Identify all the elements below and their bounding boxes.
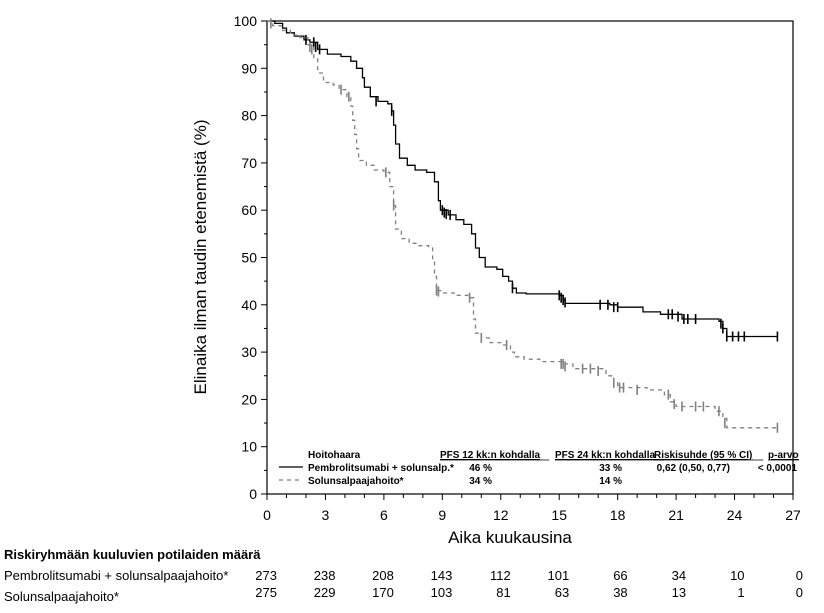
legend: Hoitohaara PFS 12 kk:n kohdalla PFS 24 kk:… bbox=[279, 450, 800, 487]
x-axis-title: Aika kuukausina bbox=[448, 528, 572, 547]
x-tick-label: 18 bbox=[610, 507, 626, 523]
legend-pfs12: 34 % bbox=[469, 476, 492, 487]
plot-frame bbox=[266, 20, 794, 495]
y-tick-label: 50 bbox=[241, 250, 257, 266]
risk-count: 81 bbox=[496, 585, 511, 600]
legend-header: PFS 24 kk:n kohdalla bbox=[555, 450, 655, 461]
y-axis-title: Elinaika ilman taudin etenemistä (%) bbox=[191, 120, 210, 395]
risk-count: 66 bbox=[613, 568, 628, 583]
legend-label: Pembrolitsumabi + solunsalp.* bbox=[308, 463, 454, 474]
legend-header: Riskisuhde (95 % CI) bbox=[654, 450, 752, 461]
x-tick-label: 15 bbox=[551, 507, 567, 523]
x-axis: 0 3 6 9 12 15 18 21 24 27 bbox=[263, 494, 801, 523]
risk-count: 10 bbox=[730, 568, 745, 583]
risk-count: 0 bbox=[795, 585, 803, 600]
x-tick-label: 27 bbox=[785, 507, 801, 523]
risk-count: 38 bbox=[613, 585, 628, 600]
x-tick-label: 12 bbox=[493, 507, 509, 523]
legend-header: Hoitohaara bbox=[308, 450, 361, 461]
x-tick-label: 24 bbox=[727, 507, 743, 523]
legend-pfs24: 14 % bbox=[599, 476, 622, 487]
risk-count: 170 bbox=[372, 585, 394, 600]
y-tick-label: 80 bbox=[241, 108, 257, 124]
risk-count: 275 bbox=[255, 585, 277, 600]
risk-row-label: Solunsalpaajahoito* bbox=[4, 589, 119, 604]
risk-count: 13 bbox=[671, 585, 687, 600]
risk-count: 208 bbox=[372, 568, 394, 583]
y-tick-label: 20 bbox=[241, 391, 257, 407]
risk-count: 103 bbox=[430, 585, 453, 600]
km-curve-pembrolizumab bbox=[267, 20, 778, 338]
legend-pfs24: 33 % bbox=[599, 463, 622, 474]
y-tick-label: 30 bbox=[241, 344, 257, 360]
y-tick-label: 60 bbox=[241, 202, 257, 218]
y-tick-label: 10 bbox=[241, 439, 257, 455]
risk-count: 229 bbox=[313, 585, 336, 600]
x-tick-label: 3 bbox=[322, 507, 330, 523]
risk-count: 34 bbox=[671, 568, 687, 583]
legend-header: PFS 12 kk:n kohdalla bbox=[440, 450, 540, 461]
risk-count: 1 bbox=[737, 585, 745, 600]
risk-count: 273 bbox=[255, 568, 277, 583]
y-tick-label: 40 bbox=[241, 297, 257, 313]
legend-label: Solunsalpaajahoito* bbox=[308, 476, 404, 487]
risk-count: 112 bbox=[490, 568, 511, 583]
risk-row-label: Pembrolitsumabi + solunsalpaajahoito* bbox=[4, 568, 229, 583]
risk-count: 0 bbox=[795, 568, 803, 583]
x-tick-label: 0 bbox=[263, 507, 271, 523]
risk-count: 238 bbox=[313, 568, 336, 583]
y-axis: 0 10 20 30 40 50 60 70 80 90 100 bbox=[234, 13, 267, 502]
legend-header: p-arvo bbox=[768, 450, 799, 461]
risk-count: 143 bbox=[430, 568, 453, 583]
legend-hr: 0,62 (0,50, 0,77) bbox=[657, 463, 730, 474]
risk-table-title: Riskiryhmään kuuluvien potilaiden määrä bbox=[4, 547, 261, 562]
plot-border bbox=[266, 20, 794, 495]
y-tick-label: 0 bbox=[249, 486, 257, 502]
risk-count: 101 bbox=[547, 568, 570, 583]
series-layer bbox=[267, 18, 779, 433]
x-tick-label: 6 bbox=[380, 507, 388, 523]
km-curve-chemotherapy bbox=[267, 20, 778, 429]
x-tick-label: 21 bbox=[668, 507, 684, 523]
x-tick-label: 9 bbox=[438, 507, 446, 523]
y-tick-label: 100 bbox=[234, 13, 258, 29]
y-tick-label: 90 bbox=[241, 60, 257, 76]
risk-count: 63 bbox=[554, 585, 570, 600]
y-tick-label: 70 bbox=[241, 155, 257, 171]
legend-pfs12: 46 % bbox=[469, 463, 492, 474]
legend-p: < 0,0001 bbox=[758, 463, 798, 474]
